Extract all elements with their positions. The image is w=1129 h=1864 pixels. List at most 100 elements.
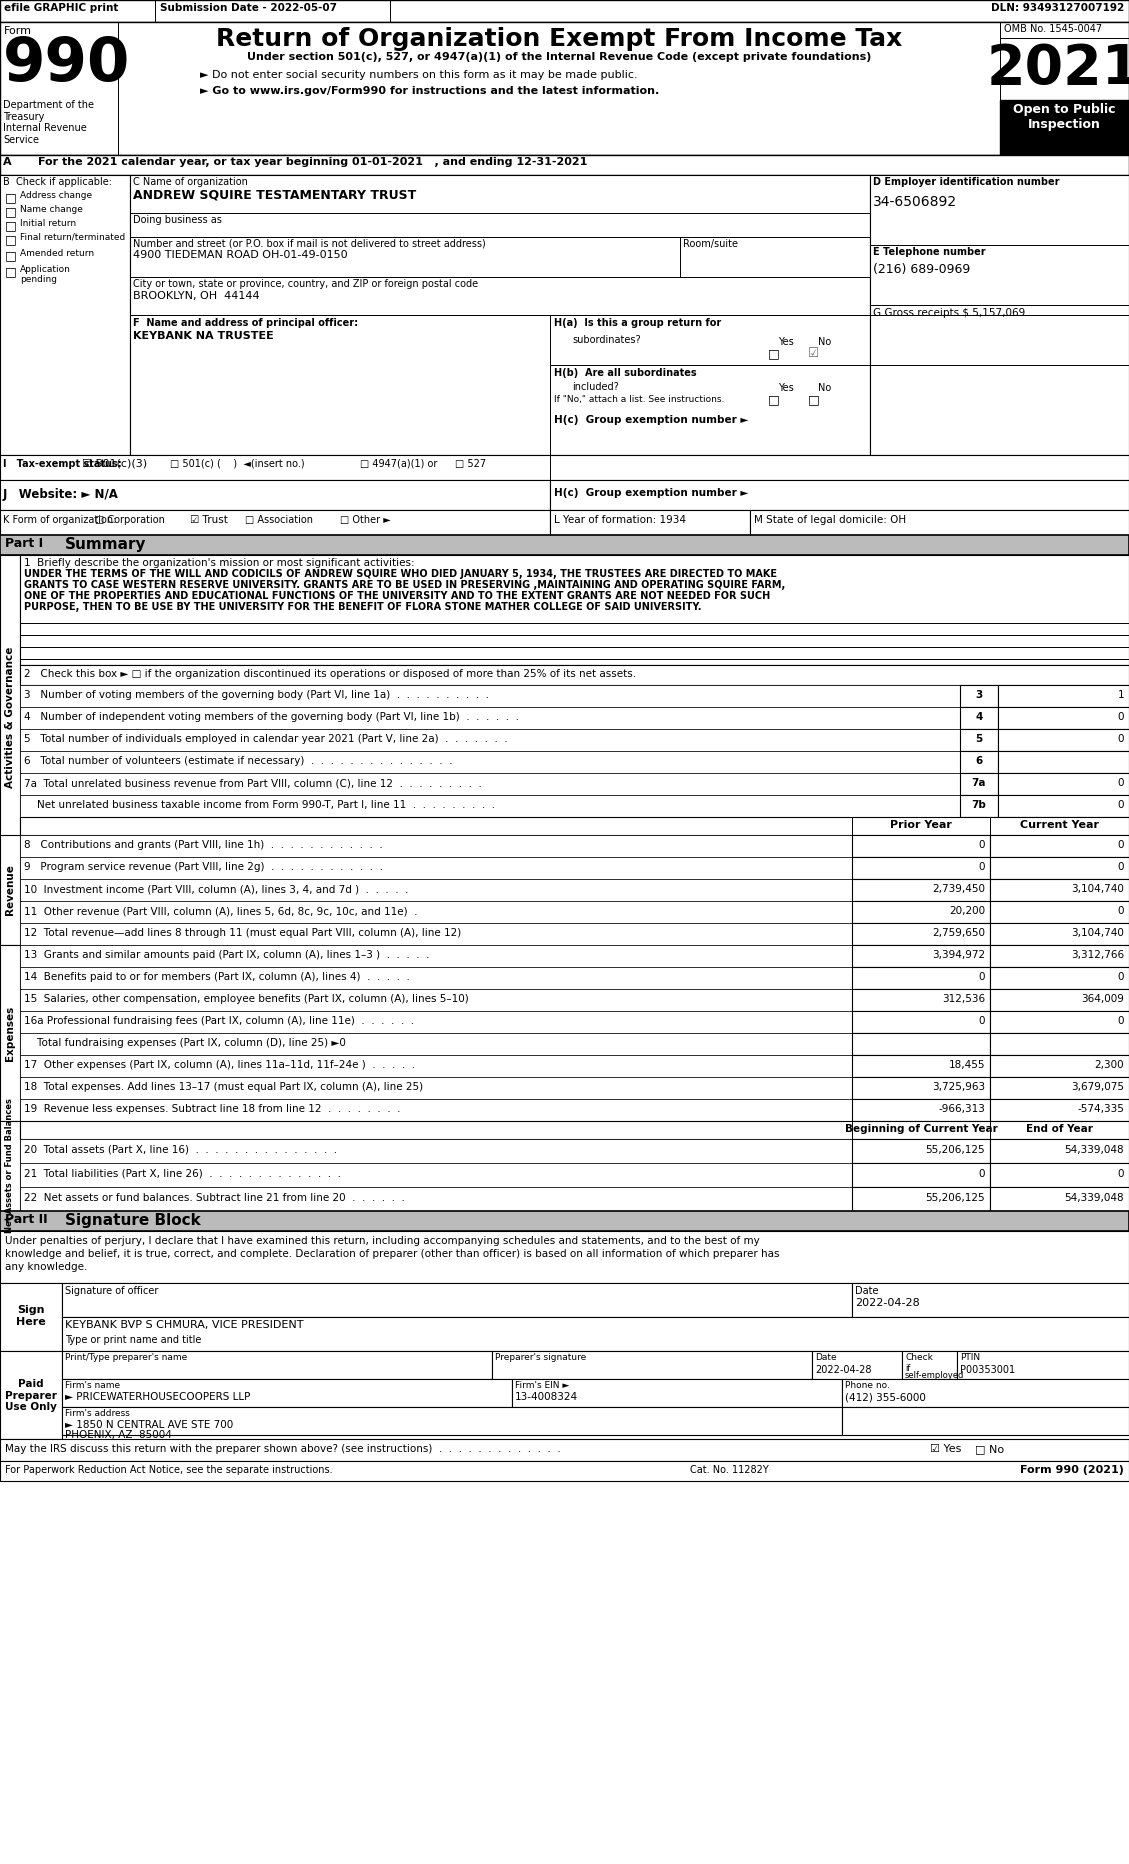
Text: □: □ bbox=[808, 393, 820, 406]
Text: 1  Briefly describe the organization's mission or most significant activities:: 1 Briefly describe the organization's mi… bbox=[24, 557, 414, 569]
Bar bbox=[998, 706, 1129, 729]
Text: DLN: 93493127007192: DLN: 93493127007192 bbox=[991, 4, 1124, 13]
Text: 1: 1 bbox=[1118, 690, 1124, 701]
Bar bbox=[998, 729, 1129, 751]
Text: if: if bbox=[905, 1364, 910, 1374]
Text: 5: 5 bbox=[975, 734, 982, 744]
Text: subordinates?: subordinates? bbox=[572, 336, 640, 345]
Bar bbox=[998, 684, 1129, 706]
Bar bbox=[492, 1351, 812, 1379]
Bar bbox=[990, 1077, 1129, 1100]
Text: Paid
Preparer
Use Only: Paid Preparer Use Only bbox=[5, 1379, 56, 1413]
Text: Number and street (or P.O. box if mail is not delivered to street address): Number and street (or P.O. box if mail i… bbox=[133, 239, 485, 250]
Text: Expenses: Expenses bbox=[5, 1005, 15, 1061]
Text: Under penalties of perjury, I declare that I have examined this return, includin: Under penalties of perjury, I declare th… bbox=[5, 1236, 760, 1245]
Bar bbox=[957, 1351, 1129, 1379]
Text: 13-4008324: 13-4008324 bbox=[515, 1392, 578, 1402]
Text: Net Assets or Fund Balances: Net Assets or Fund Balances bbox=[6, 1098, 15, 1234]
Bar bbox=[852, 880, 990, 900]
Text: L Year of formation: 1934: L Year of formation: 1934 bbox=[554, 514, 686, 526]
Bar bbox=[852, 1187, 990, 1212]
Text: PURPOSE, THEN TO BE USE BY THE UNIVERSITY FOR THE BENEFIT OF FLORA STONE MATHER : PURPOSE, THEN TO BE USE BY THE UNIVERSIT… bbox=[24, 602, 701, 611]
Text: Check: Check bbox=[905, 1353, 933, 1363]
Text: B  Check if applicable:: B Check if applicable: bbox=[3, 177, 112, 186]
Bar bbox=[20, 857, 852, 880]
Bar bbox=[20, 684, 960, 706]
Text: Address change: Address change bbox=[20, 190, 93, 199]
Bar bbox=[20, 1077, 852, 1100]
Bar bbox=[20, 774, 960, 796]
Text: BROOKLYN, OH  44144: BROOKLYN, OH 44144 bbox=[133, 291, 260, 300]
Bar bbox=[990, 835, 1129, 857]
Bar bbox=[852, 1077, 990, 1100]
Text: 3,394,972: 3,394,972 bbox=[931, 951, 984, 960]
Bar bbox=[960, 796, 998, 816]
Bar bbox=[20, 1139, 852, 1163]
Bar bbox=[990, 1055, 1129, 1077]
Bar bbox=[62, 1318, 1129, 1351]
Bar bbox=[20, 1033, 852, 1055]
Text: Sign
Here: Sign Here bbox=[16, 1305, 46, 1327]
Bar bbox=[990, 857, 1129, 880]
Text: Net unrelated business taxable income from Form 990-T, Part I, line 11  .  .  . : Net unrelated business taxable income fr… bbox=[24, 800, 496, 811]
Bar bbox=[0, 835, 20, 945]
Text: Current Year: Current Year bbox=[1019, 820, 1099, 829]
Text: For the 2021 calendar year, or tax year beginning 01-01-2021   , and ending 12-3: For the 2021 calendar year, or tax year … bbox=[38, 157, 587, 168]
Text: 7a: 7a bbox=[972, 777, 987, 788]
Bar bbox=[20, 880, 852, 900]
Bar bbox=[998, 796, 1129, 816]
Bar bbox=[852, 1282, 1129, 1318]
Text: 2021: 2021 bbox=[987, 43, 1129, 97]
Bar bbox=[20, 1120, 1129, 1139]
Text: City or town, state or province, country, and ZIP or foreign postal code: City or town, state or province, country… bbox=[133, 280, 478, 289]
Bar bbox=[990, 1100, 1129, 1120]
Text: 0: 0 bbox=[979, 861, 984, 872]
Text: K Form of organization:: K Form of organization: bbox=[3, 514, 116, 526]
Text: 20,200: 20,200 bbox=[948, 906, 984, 915]
Text: □: □ bbox=[5, 265, 17, 278]
Bar bbox=[0, 1351, 62, 1439]
Text: 2022-04-28: 2022-04-28 bbox=[815, 1364, 872, 1376]
Text: efile GRAPHIC print: efile GRAPHIC print bbox=[5, 4, 119, 13]
Text: Department of the
Treasury
Internal Revenue
Service: Department of the Treasury Internal Reve… bbox=[3, 101, 94, 145]
Text: □: □ bbox=[5, 218, 17, 231]
Text: 55,206,125: 55,206,125 bbox=[926, 1193, 984, 1202]
Text: Initial return: Initial return bbox=[20, 218, 76, 227]
Bar bbox=[852, 857, 990, 880]
Text: 16a Professional fundraising fees (Part IX, column (A), line 11e)  .  .  .  .  .: 16a Professional fundraising fees (Part … bbox=[24, 1016, 414, 1025]
Text: Print/Type preparer's name: Print/Type preparer's name bbox=[65, 1353, 187, 1363]
Text: H(a)  Is this a group return for: H(a) Is this a group return for bbox=[554, 319, 721, 328]
Bar bbox=[842, 1407, 1129, 1435]
Bar bbox=[998, 774, 1129, 796]
Bar bbox=[0, 1212, 1129, 1230]
Text: ► 1850 N CENTRAL AVE STE 700: ► 1850 N CENTRAL AVE STE 700 bbox=[65, 1420, 234, 1430]
Text: 0: 0 bbox=[979, 841, 984, 850]
Text: 7b: 7b bbox=[972, 800, 987, 811]
Bar bbox=[0, 1120, 20, 1212]
Bar bbox=[20, 835, 852, 857]
Bar bbox=[62, 1351, 492, 1379]
Bar bbox=[852, 923, 990, 945]
Text: 21  Total liabilities (Part X, line 26)  .  .  .  .  .  .  .  .  .  .  .  .  .  : 21 Total liabilities (Part X, line 26) .… bbox=[24, 1169, 341, 1180]
Bar bbox=[62, 1379, 511, 1407]
Text: M State of legal domicile: OH: M State of legal domicile: OH bbox=[754, 514, 907, 526]
Bar bbox=[812, 1351, 902, 1379]
Text: Revenue: Revenue bbox=[5, 865, 15, 915]
Text: 0: 0 bbox=[1118, 777, 1124, 788]
Text: 20  Total assets (Part X, line 16)  .  .  .  .  .  .  .  .  .  .  .  .  .  .  .: 20 Total assets (Part X, line 16) . . . … bbox=[24, 1144, 338, 1156]
Text: knowledge and belief, it is true, correct, and complete. Declaration of preparer: knowledge and belief, it is true, correc… bbox=[5, 1249, 779, 1258]
Text: □: □ bbox=[5, 190, 17, 203]
Text: C Name of organization: C Name of organization bbox=[133, 177, 248, 186]
Bar bbox=[990, 1163, 1129, 1187]
Text: 12  Total revenue—add lines 8 through 11 (must equal Part VIII, column (A), line: 12 Total revenue—add lines 8 through 11 … bbox=[24, 928, 462, 938]
Text: 7a  Total unrelated business revenue from Part VIII, column (C), line 12  .  .  : 7a Total unrelated business revenue from… bbox=[24, 777, 482, 788]
Bar bbox=[0, 0, 1129, 22]
Text: E Telephone number: E Telephone number bbox=[873, 248, 986, 257]
Text: 0: 0 bbox=[1118, 712, 1124, 721]
Text: 0: 0 bbox=[1118, 861, 1124, 872]
Text: □ 527: □ 527 bbox=[455, 459, 487, 470]
Bar bbox=[990, 990, 1129, 1010]
Bar bbox=[20, 990, 852, 1010]
Bar bbox=[960, 774, 998, 796]
Text: Part I: Part I bbox=[5, 537, 43, 550]
